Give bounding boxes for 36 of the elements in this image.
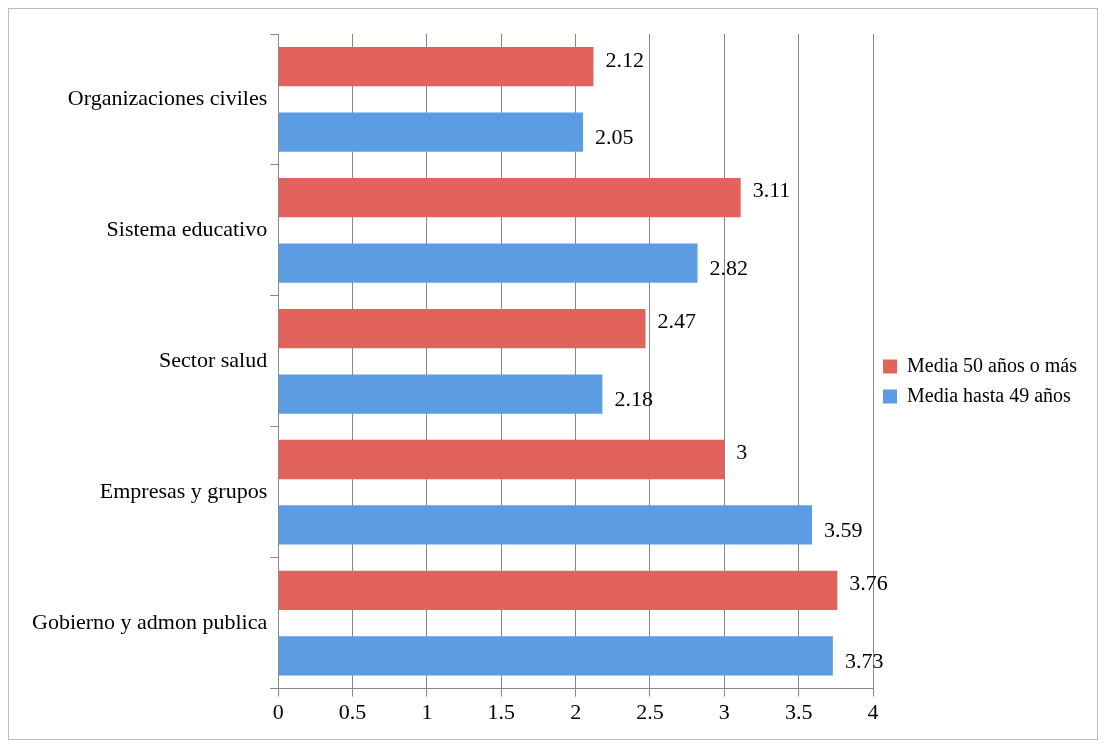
x-tick-label: 3.5 bbox=[784, 698, 813, 724]
data-label: 2.47 bbox=[657, 308, 697, 334]
y-tick-label: Organizaciones civiles bbox=[67, 85, 268, 111]
x-tick-label: 1 bbox=[421, 698, 433, 724]
bar bbox=[278, 47, 594, 87]
bar bbox=[278, 243, 698, 283]
bar bbox=[278, 112, 584, 152]
data-label: 3 bbox=[736, 439, 748, 465]
data-label: 2.82 bbox=[709, 254, 749, 280]
data-label: 3.59 bbox=[824, 516, 863, 542]
bar bbox=[278, 505, 813, 545]
data-label: 2.18 bbox=[614, 385, 653, 411]
bar bbox=[278, 439, 725, 480]
y-tick-label: Gobierno y admon publica bbox=[31, 608, 268, 634]
y-tick-label: Sector salud bbox=[159, 347, 268, 373]
bar bbox=[278, 178, 741, 218]
data-label: 3.76 bbox=[849, 570, 888, 596]
x-tick-label: 0 bbox=[272, 698, 284, 724]
legend-label: Media hasta 49 años bbox=[907, 383, 1072, 406]
x-tick-label: 0.5 bbox=[338, 698, 367, 724]
data-label: 3.73 bbox=[844, 647, 884, 673]
data-label: 3.11 bbox=[752, 177, 791, 203]
bar bbox=[278, 374, 603, 414]
bar bbox=[278, 636, 833, 676]
x-tick-label: 2 bbox=[570, 698, 582, 724]
y-tick-label: Empresas y grupos bbox=[99, 478, 268, 503]
x-tick-label: 3 bbox=[718, 698, 730, 724]
bar bbox=[278, 570, 838, 611]
x-tick-label: 2.5 bbox=[636, 698, 664, 724]
legend-label: Media 50 años o más bbox=[907, 353, 1078, 376]
y-tick-label: Sistema educativo bbox=[106, 216, 268, 242]
data-label: 2.05 bbox=[595, 123, 634, 149]
x-tick-label: 4 bbox=[867, 698, 879, 724]
bar bbox=[278, 308, 646, 349]
x-tick-label: 1.5 bbox=[487, 698, 516, 724]
data-label: 2.12 bbox=[605, 46, 644, 72]
